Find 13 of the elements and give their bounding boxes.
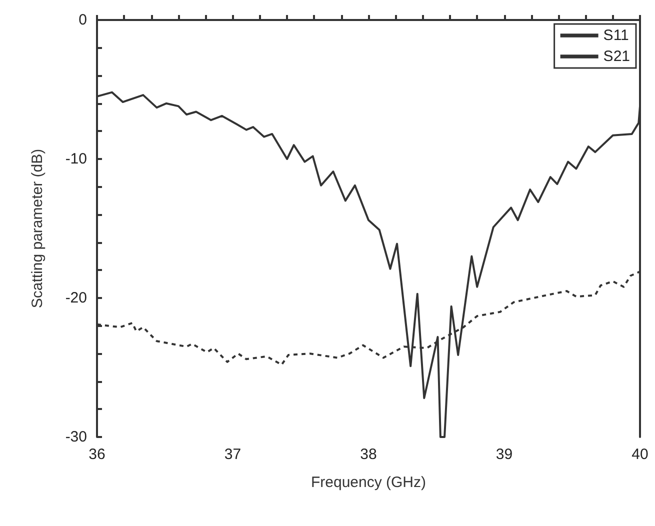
y-tick-label: 0 [78, 12, 87, 28]
x-tick-label: 36 [88, 446, 106, 463]
x-tick-label: 38 [360, 446, 377, 463]
x-tick-label: 37 [224, 446, 242, 463]
x-tick-label: 40 [632, 446, 648, 463]
x-axis-title: Frequency (GHz) [310, 474, 426, 491]
legend-label: S11 [603, 27, 629, 44]
y-axis-title: Scatting parameter (dB) [29, 148, 46, 308]
legend-label: S21 [603, 48, 630, 65]
y-tick-label: -20 [65, 290, 87, 306]
y-tick-label: -10 [65, 150, 87, 168]
y-tick-label: -30 [65, 428, 87, 446]
x-tick-label: 39 [496, 446, 513, 463]
